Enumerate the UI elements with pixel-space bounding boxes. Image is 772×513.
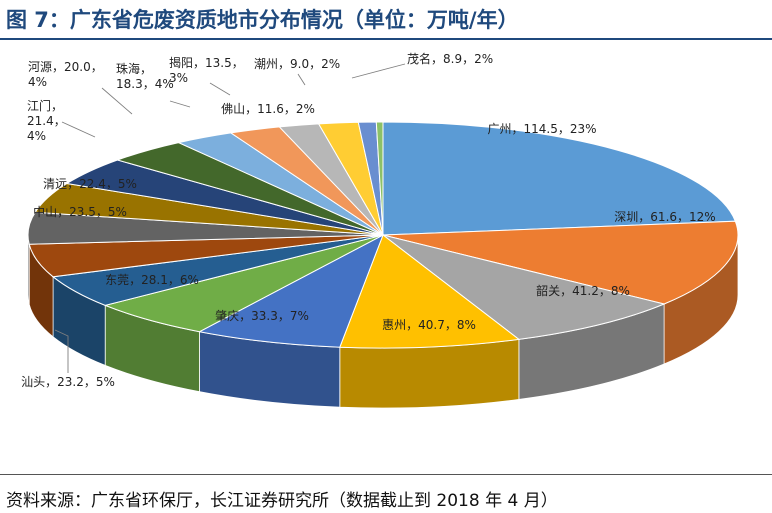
leader-line-茂名 <box>351 63 406 79</box>
source-note: 资料来源：广东省环保厅，长江证券研究所（数据截止到 2018 年 4 月） <box>6 491 558 511</box>
data-label-茂名: 茂名，8.9，2% <box>407 51 493 66</box>
data-label-珠海: 珠海， 18.3，4% <box>116 61 174 91</box>
data-label-河源: 河源，20.0， 4% <box>28 60 103 89</box>
data-label-深圳: 深圳，61.6，12% <box>614 210 715 224</box>
data-labels: 广州，114.5，23% 深圳，61.6，12% 韶关，41.2，8% 惠州，40.7… <box>21 51 716 389</box>
leader-line-潮州 <box>297 73 306 86</box>
data-label-江门: 江门， 21.4， 4% <box>27 98 66 143</box>
pie-slice-东莞 <box>103 234 384 333</box>
source-divider <box>0 474 772 475</box>
pie-slice-韶关 <box>382 234 666 340</box>
leader-line-河源 <box>101 87 133 115</box>
data-label-肇庆: 肇庆，33.3，7% <box>215 308 309 323</box>
title-divider <box>0 38 772 40</box>
pie-slice-深圳 <box>382 220 739 305</box>
pie-slice-肇庆 <box>198 233 384 348</box>
data-label-惠州: 惠州，40.7，8% <box>382 318 476 332</box>
pie-slice-广州 <box>382 121 737 236</box>
pie-slice-other-17 <box>375 121 384 236</box>
data-label-中山: 中山，23.5，5% <box>33 204 127 219</box>
data-label-韶关: 韶关，41.2，8% <box>536 283 630 298</box>
leader-line-汕头 <box>54 329 69 373</box>
data-label-广州: 广州，114.5，23% <box>487 122 596 136</box>
chart-title: 图 7：广东省危废资质地市分布情况（单位：万吨/年） <box>6 8 519 32</box>
data-label-潮州: 潮州，9.0，2% <box>254 56 340 71</box>
leader-line-揭阳 <box>209 82 231 96</box>
data-label-清远: 清远，22.4，5% <box>43 177 137 191</box>
data-label-汕头: 汕头，23.2，5% <box>21 375 115 389</box>
pie-slices <box>27 121 739 349</box>
data-label-东莞: 东莞，28.1，6% <box>105 273 199 287</box>
pie-side-惠州 <box>339 338 520 409</box>
data-label-揭阳: 揭阳，13.5， 3% <box>169 55 244 85</box>
pie-slice-惠州 <box>339 234 521 349</box>
leader-line-珠海 <box>169 100 191 108</box>
data-label-佛山: 佛山，11.6，2% <box>221 102 315 116</box>
leader-lines <box>54 63 406 373</box>
leader-line-江门 <box>61 121 96 138</box>
